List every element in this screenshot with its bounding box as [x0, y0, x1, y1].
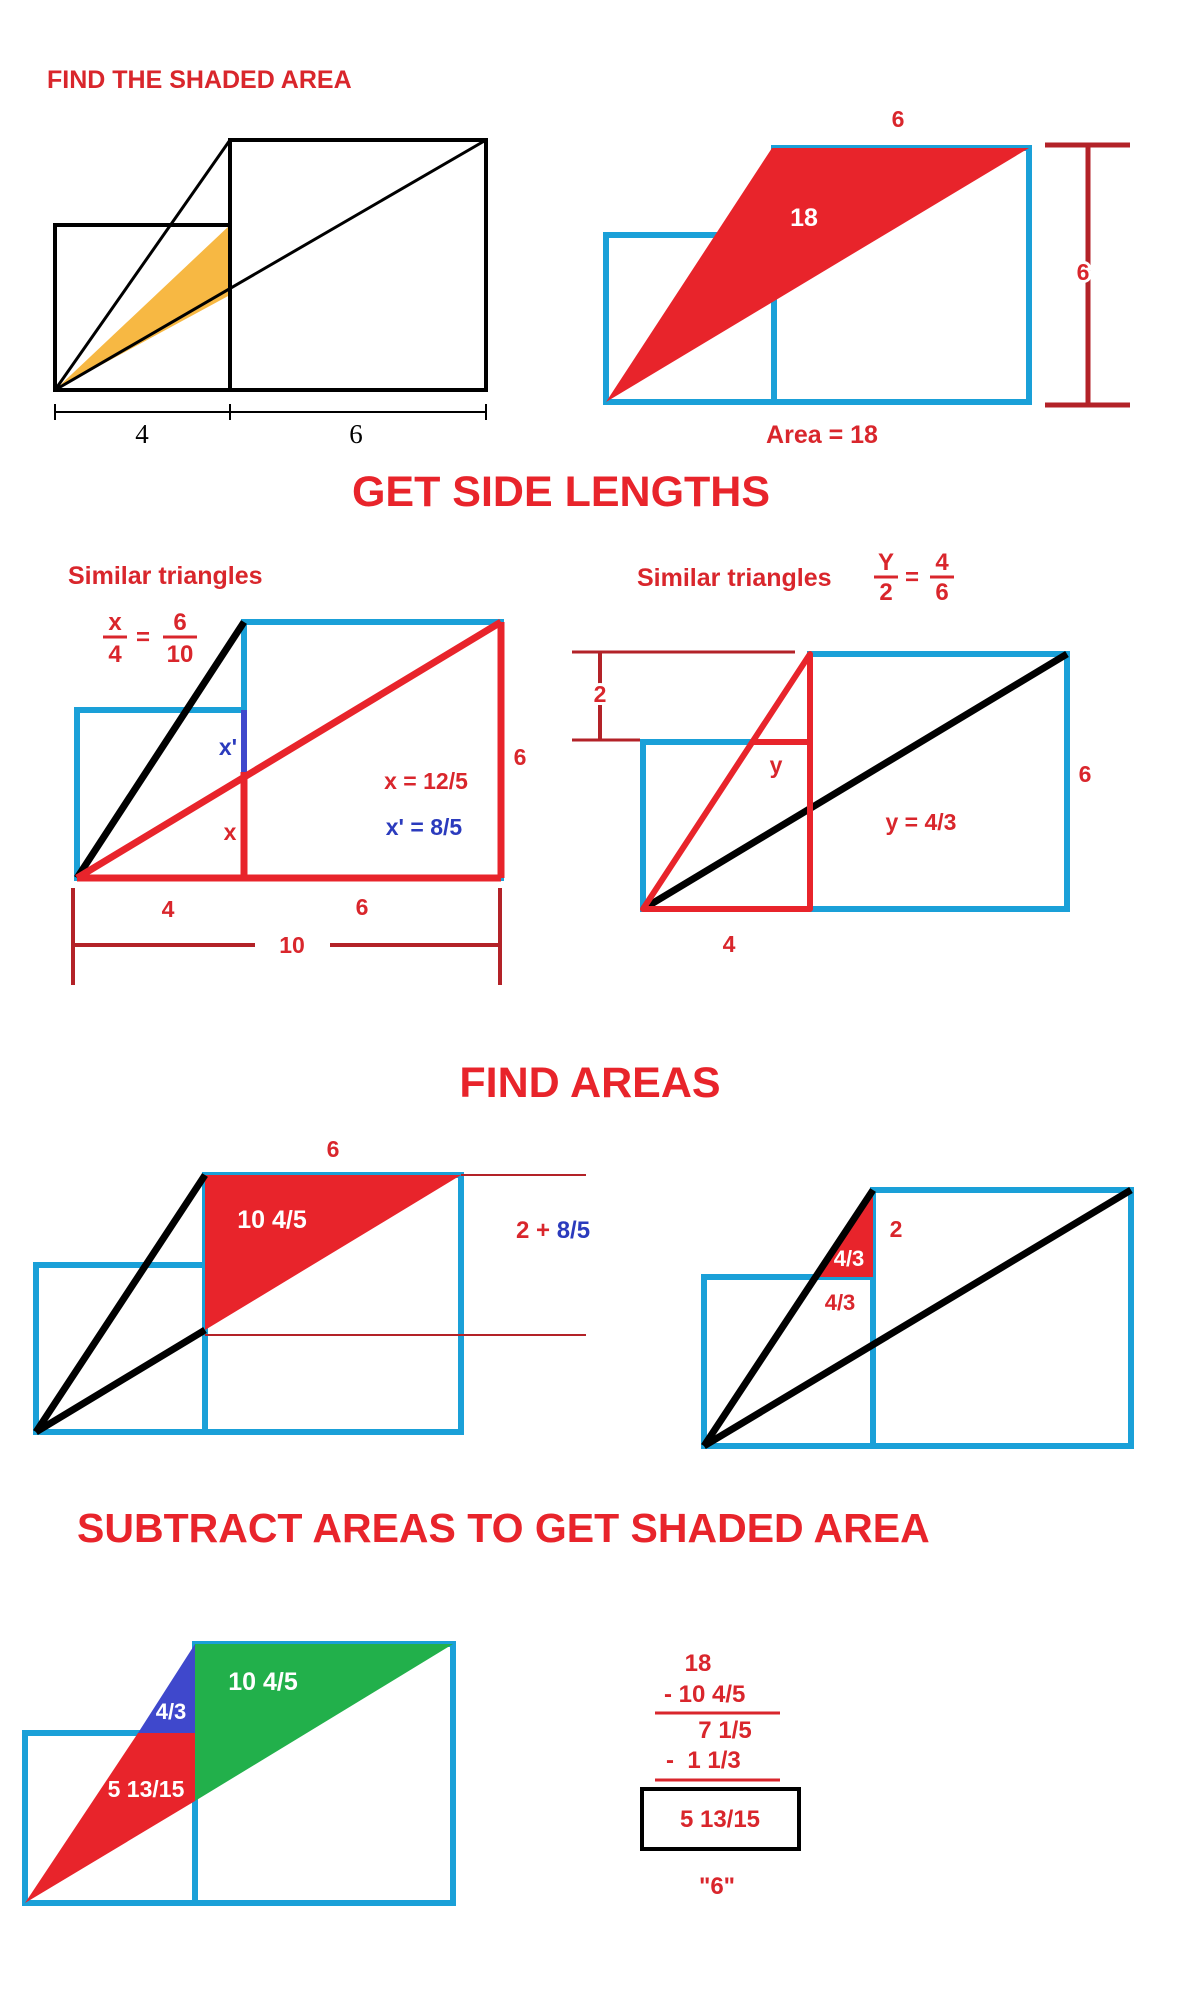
area-figure: 6 18 6 Area = 18 [603, 106, 1130, 449]
large-square [870, 1187, 1134, 1449]
offset-label: 2 [594, 681, 607, 707]
eq-num-right: 6 [173, 609, 186, 636]
eq-den-left: 4 [108, 641, 122, 668]
red-shaded-region [25, 1733, 195, 1903]
area-caption: Area = 18 [766, 421, 878, 449]
purple-area-label: 4/3 [156, 1699, 187, 1724]
base-label: 4/3 [825, 1290, 856, 1315]
height-expression: 2 + 8/5 [516, 1217, 590, 1244]
calc-line-1: 18 [685, 1650, 712, 1677]
heading: Similar triangles [68, 562, 263, 590]
section-side-lengths: GET SIDE LENGTHS [352, 468, 770, 516]
purple-triangle [138, 1644, 195, 1733]
top-side-label: 6 [327, 1136, 340, 1162]
red-triangle [640, 651, 813, 912]
section-subtract: SUBTRACT AREAS TO GET SHADED AREA [77, 1505, 930, 1551]
areas-left-figure: 6 10 4/5 2 + 8/5 [33, 1136, 590, 1435]
eq-sign: = [136, 624, 150, 651]
x-label: x [224, 819, 237, 845]
base-label: 4 [723, 931, 736, 957]
eq-num-right: 4 [935, 549, 949, 576]
calc-line-3: 7 1/5 [698, 1717, 751, 1744]
answer-box [640, 1787, 801, 1851]
eq-sign: = [905, 564, 919, 591]
problem-figure: FIND THE SHADED AREA 4 6 [47, 66, 488, 449]
subtract-figure: 4/3 10 4/5 5 13/15 [22, 1641, 456, 1906]
green-triangle [195, 1644, 453, 1801]
heading: Similar triangles [637, 564, 832, 592]
triangle-area-label: 18 [790, 204, 818, 232]
height-label: 6 [514, 744, 527, 770]
calc-line-4: - 1 1/3 [666, 1747, 741, 1774]
small-area-label: 4/3 [834, 1246, 865, 1271]
eq-den-right: 6 [935, 579, 948, 606]
areas-right-figure: 4/3 2 4/3 [701, 1186, 1134, 1450]
triangle-area-label: 10 4/5 [237, 1206, 307, 1234]
problem-title: FIND THE SHADED AREA [47, 66, 352, 94]
eq-num-left: Y [878, 549, 894, 576]
result-y: y = 4/3 [886, 809, 957, 835]
diagonal-to-large-top-right [54, 138, 487, 392]
result-x: x = 12/5 [384, 768, 468, 794]
red-diagonal [75, 619, 503, 881]
section-find-areas: FIND AREAS [459, 1059, 720, 1107]
eq-den-left: 2 [879, 579, 892, 606]
black-diagonal-steep [701, 1188, 876, 1448]
black-diagonal-shallow [702, 1186, 1133, 1450]
base-left-label: 4 [162, 896, 175, 922]
red-area-label: 5 13/15 [108, 1776, 185, 1802]
side-label: 2 [890, 1216, 903, 1242]
black-diagonal-steep [33, 1173, 208, 1434]
shaded-region [55, 225, 230, 390]
height-label: 6 [1077, 259, 1090, 285]
large-square [228, 138, 488, 392]
height-expression-blue: 8/5 [557, 1217, 590, 1244]
calc-line-2: - 10 4/5 [664, 1681, 745, 1708]
dimension-label-large: 6 [349, 419, 363, 449]
footnote: "6" [699, 1873, 735, 1900]
eq-num-left: x [108, 609, 122, 636]
calculation: 18 - 10 4/5 7 1/5 - 1 1/3 5 13/15 "6" [640, 1650, 801, 1900]
black-diagonal [641, 651, 1069, 912]
answer-value: 5 13/15 [680, 1806, 760, 1833]
result-x-prime: x' = 8/5 [386, 814, 463, 840]
total-label: 10 [279, 932, 305, 958]
base-right-label: 6 [356, 894, 369, 920]
similar-triangles-left: Similar triangles x 4 = 6 10 x' x 6 x = … [68, 562, 526, 985]
height-expression-red: 2 + [516, 1217, 557, 1244]
black-diagonal-shallow [34, 1327, 207, 1435]
red-triangle [606, 148, 1029, 402]
similar-triangles-right: Similar triangles Y 2 = 4 6 2 y 6 y = 4/… [572, 549, 1091, 957]
black-diagonal [74, 620, 247, 880]
red-triangle [205, 1175, 461, 1330]
height-label: 6 [1079, 761, 1092, 787]
diagonal-to-large-top-left [53, 139, 232, 391]
green-area-label: 10 4/5 [228, 1668, 298, 1696]
eq-den-right: 10 [167, 641, 194, 668]
dimension-label-small: 4 [135, 419, 149, 449]
y-label: y [770, 752, 783, 778]
top-side-label: 6 [892, 106, 905, 132]
x-prime-label: x' [219, 734, 237, 760]
